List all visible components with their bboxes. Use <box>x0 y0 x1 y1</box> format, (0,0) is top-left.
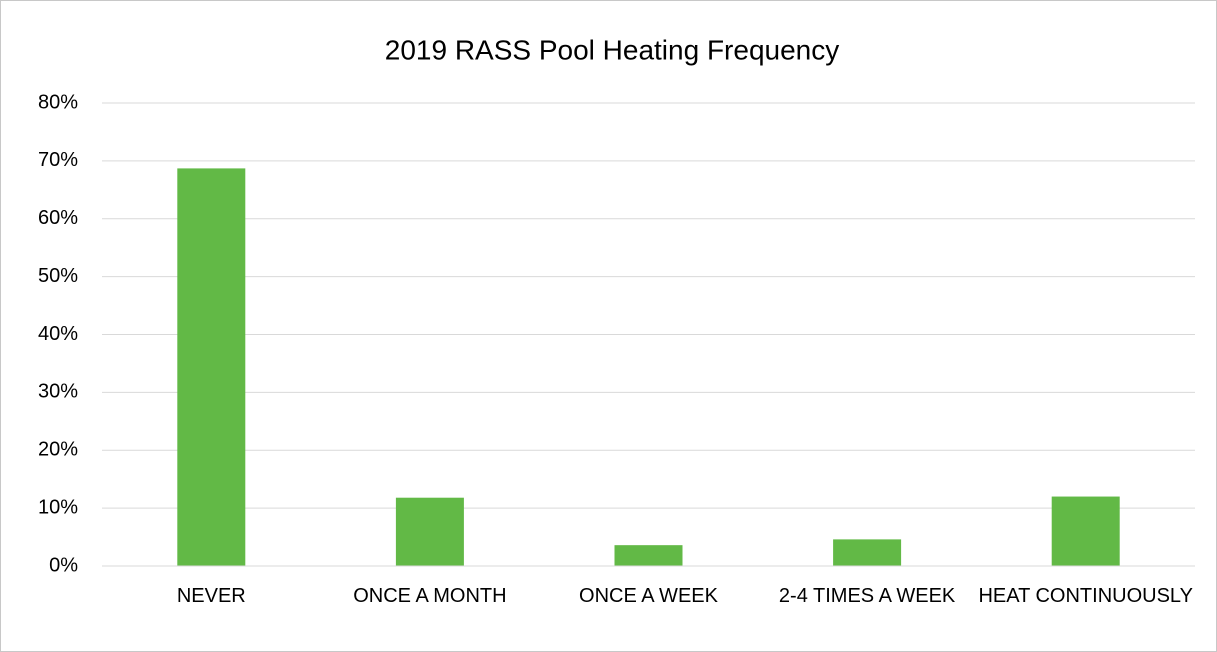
y-tick-label: 70% <box>38 149 78 171</box>
x-tick-label: 2-4 TIMES A WEEK <box>778 585 956 607</box>
bar <box>1051 496 1120 566</box>
y-tick-label: 10% <box>38 496 78 518</box>
y-tick-label: 40% <box>38 323 78 345</box>
y-tick-label: 60% <box>38 207 78 229</box>
y-tick-label: 0% <box>49 554 78 576</box>
y-tick-label: 30% <box>38 381 78 403</box>
x-tick-label: HEAT CONTINUOUSLY <box>978 585 1193 607</box>
x-tick-label: ONCE A WEEK <box>579 585 718 607</box>
bar <box>395 497 464 566</box>
y-tick-label: 20% <box>38 439 78 461</box>
chart-title: 2019 RASS Pool Heating Frequency <box>385 34 840 65</box>
y-tick-label: 50% <box>38 265 78 287</box>
bar <box>177 168 246 566</box>
x-tick-label: ONCE A MONTH <box>353 585 507 607</box>
y-tick-label: 80% <box>38 91 78 113</box>
bar <box>614 545 683 566</box>
bar <box>833 539 902 566</box>
x-tick-label: NEVER <box>176 585 246 607</box>
